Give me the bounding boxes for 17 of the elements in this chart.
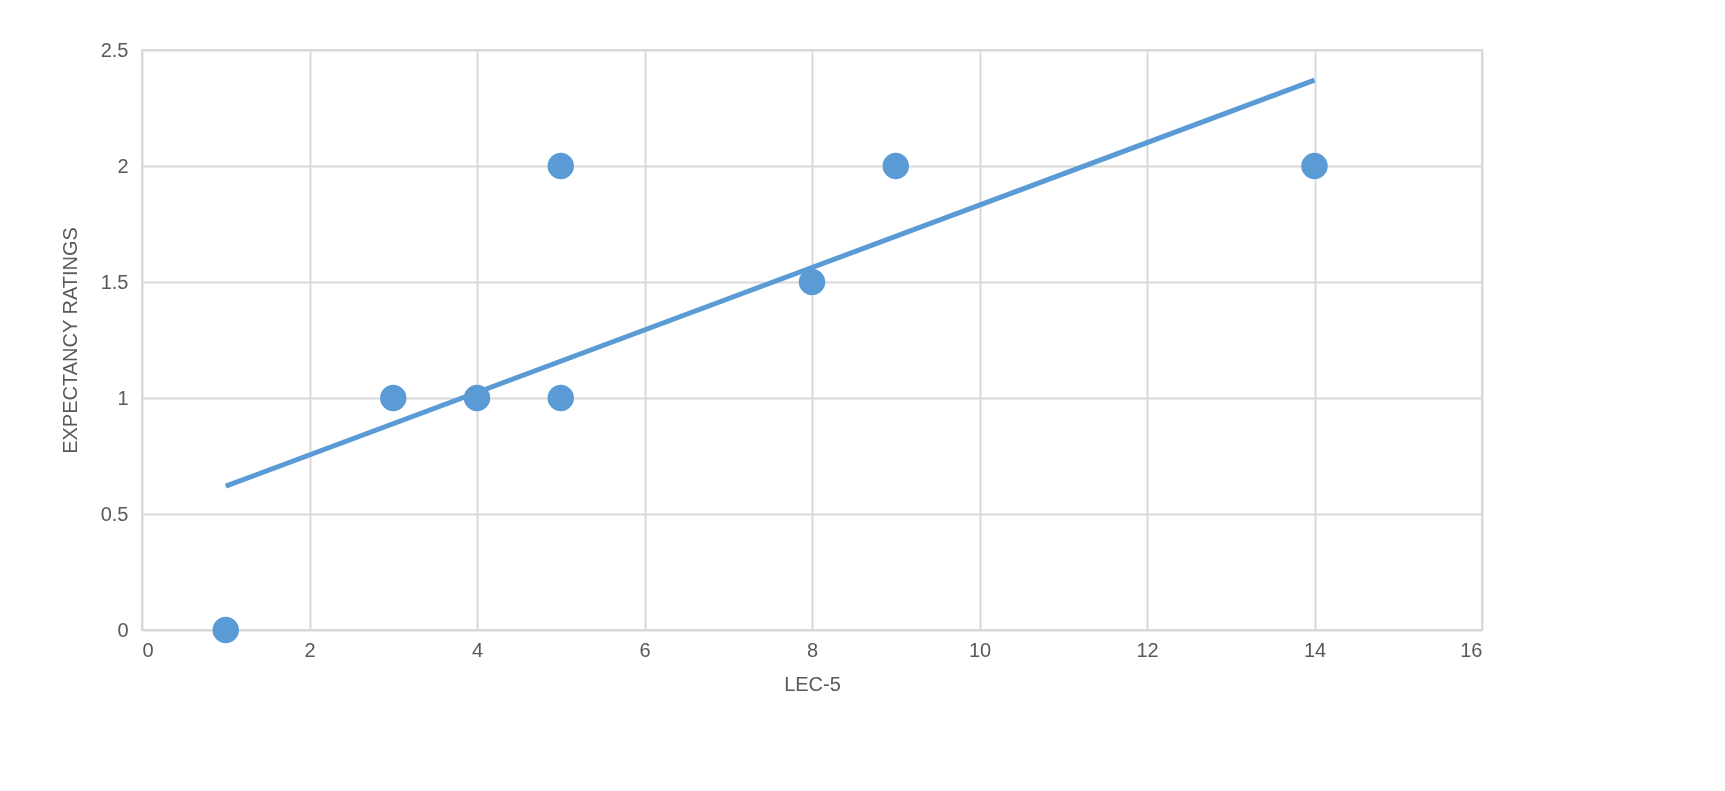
y-tick-label: 0.5: [100, 502, 129, 525]
x-axis-title: LEC-5: [784, 672, 841, 695]
x-tick-label: 6: [639, 638, 651, 661]
x-tick-label: 8: [806, 638, 819, 661]
x-tick-label: 10: [968, 638, 992, 661]
y-tick-label: 1.5: [100, 270, 129, 293]
y-tick-label: 0: [117, 618, 129, 641]
y-tick-label: 2.5: [100, 38, 129, 61]
x-tick-label: 14: [1303, 638, 1327, 661]
y-tick-label: 2: [117, 154, 129, 177]
x-tick-label: 4: [471, 638, 484, 661]
y-tick-label: 1: [117, 386, 129, 409]
x-tick-label: 0: [142, 638, 154, 661]
x-tick-label: 12: [1136, 638, 1159, 661]
x-tick-label: 2: [304, 638, 316, 661]
x-tick-label: 16: [1460, 638, 1483, 661]
y-axis-title: EXPECTANCY RATINGS: [58, 227, 81, 454]
